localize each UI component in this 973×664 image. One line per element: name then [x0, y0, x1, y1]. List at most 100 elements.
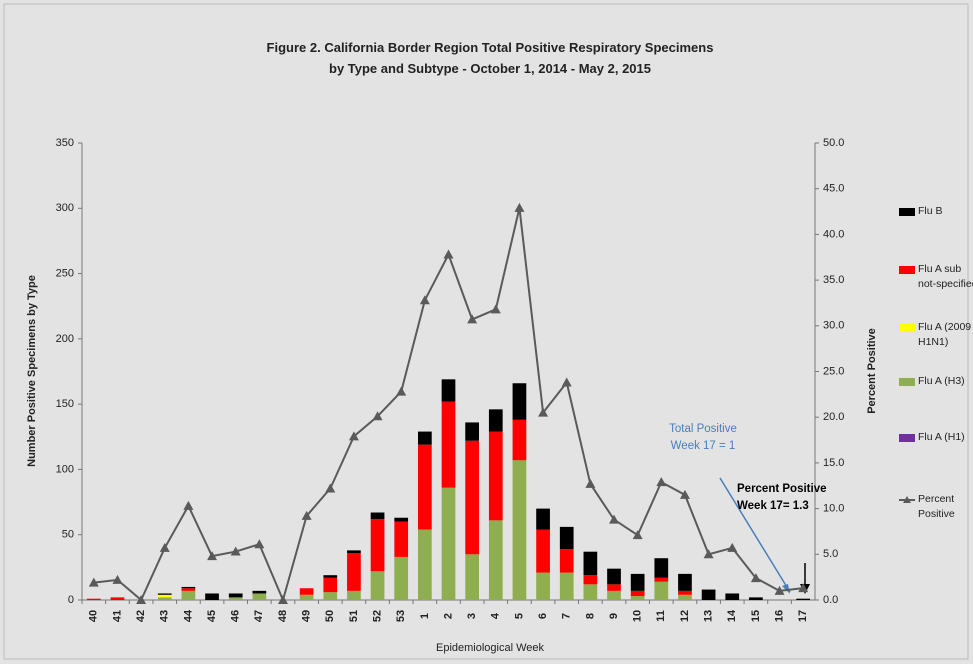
bar-segment: [796, 598, 811, 600]
legend-label: Flu A (H3): [918, 375, 965, 387]
legend-swatch: [899, 434, 915, 442]
bar-segment: [654, 577, 669, 582]
x-tick-label: 11: [655, 610, 667, 622]
y2-tick-label: 25.0: [823, 365, 844, 377]
legend-swatch: [899, 208, 915, 216]
y-axis-title: Number Positive Specimens by Type: [26, 275, 38, 467]
y2-tick-label: 35.0: [823, 274, 844, 286]
line-marker: [277, 595, 288, 604]
line-marker: [372, 411, 383, 421]
line-marker: [679, 489, 690, 499]
bar-segment: [465, 440, 480, 555]
line-marker: [727, 542, 738, 552]
bar-segment: [347, 550, 361, 553]
x-tick-label: 42: [135, 610, 147, 622]
x-tick-label: 46: [230, 610, 242, 622]
x-tick-label: 41: [111, 610, 123, 622]
bar-segment: [583, 584, 598, 600]
bar-segment: [512, 383, 527, 420]
bar-segment: [323, 592, 338, 600]
line-marker: [774, 585, 785, 595]
bar-segment: [347, 590, 361, 600]
line-marker: [159, 542, 170, 552]
bar-segment: [559, 526, 574, 550]
legend-label: Flu A (2009 H1N1): [918, 321, 972, 349]
x-tick-label: 15: [750, 610, 762, 622]
bar-segment: [725, 593, 740, 600]
bar-segment: [536, 529, 550, 573]
x-tick-label: 52: [371, 610, 383, 622]
x-axis-title: Epidemiological Week: [436, 642, 545, 654]
bar-segment: [441, 379, 456, 402]
bar-segment: [654, 581, 669, 600]
bar-segment: [394, 517, 409, 522]
bar-segment: [607, 584, 621, 591]
bar-segment: [607, 568, 621, 585]
legend-label: Flu A sub not-specified: [918, 263, 973, 291]
line-marker: [538, 407, 549, 417]
y2-tick-label: 0.0: [823, 594, 838, 606]
line-marker: [325, 483, 336, 493]
x-tick-label: 1: [419, 613, 431, 619]
x-tick-label: 12: [679, 610, 691, 622]
line-marker: [514, 202, 525, 212]
x-tick-label: 48: [277, 610, 289, 622]
bar-segment: [559, 572, 574, 600]
bar-segment: [347, 552, 361, 591]
bar-segment: [630, 596, 645, 600]
bar-segment: [607, 590, 621, 600]
line-marker: [207, 551, 218, 561]
y-tick-label: 100: [56, 463, 74, 475]
line-marker: [419, 295, 430, 305]
legend-swatch: [903, 496, 911, 503]
bar-segment: [86, 598, 101, 600]
bar-segment: [394, 556, 409, 600]
y-tick-label: 200: [56, 333, 74, 345]
y2-tick-label: 30.0: [823, 320, 844, 332]
frame: [3, 3, 969, 660]
bar-segment: [488, 409, 503, 432]
bar-segment: [228, 593, 243, 598]
bar-segment: [323, 577, 338, 593]
line-marker: [443, 249, 454, 259]
line-marker: [136, 595, 147, 604]
legend-swatch: [899, 324, 915, 332]
bar-segment: [299, 594, 314, 600]
x-tick-label: 47: [253, 610, 265, 622]
line-marker: [88, 577, 99, 587]
x-tick-label: 3: [466, 613, 478, 619]
legend-label: Percent Positive: [918, 493, 955, 521]
x-tick-label: 10: [632, 610, 644, 622]
y2-tick-label: 15.0: [823, 457, 844, 469]
bar-segment: [181, 590, 196, 600]
y-tick-label: 300: [56, 202, 74, 214]
y2-tick-label: 40.0: [823, 228, 844, 240]
x-tick-label: 7: [561, 613, 573, 619]
line-marker: [254, 539, 265, 549]
legend-label: Flu A (H1): [918, 431, 965, 443]
x-tick-label: 13: [703, 610, 715, 622]
bar-segment: [465, 422, 480, 441]
y2-tick-label: 20.0: [823, 411, 844, 423]
arrow-head: [782, 584, 790, 594]
bar-segment: [299, 588, 314, 595]
bar-segment: [630, 573, 645, 591]
x-tick-label: 53: [395, 610, 407, 622]
line-marker: [585, 478, 596, 488]
bar-segment: [252, 593, 267, 600]
bar-segment: [559, 549, 574, 573]
x-tick-label: 4: [490, 612, 502, 619]
line-marker: [348, 431, 359, 441]
bar-segment: [370, 512, 385, 520]
bar-segment: [701, 589, 716, 600]
x-tick-label: 40: [88, 610, 100, 622]
y-tick-label: 150: [56, 398, 74, 410]
bar-segment: [536, 572, 550, 600]
bar-segment: [536, 508, 550, 530]
line-marker: [561, 377, 572, 387]
y-tick-label: 350: [56, 137, 74, 149]
bar-segment: [583, 575, 598, 585]
y2-tick-label: 50.0: [823, 137, 844, 149]
